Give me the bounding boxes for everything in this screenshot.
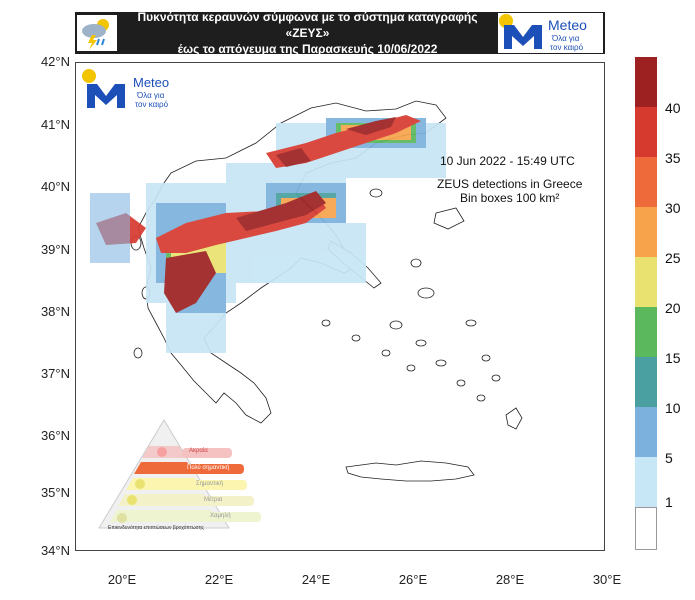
aegean-islands: [130, 188, 501, 402]
lat-label-41: 41°N: [40, 117, 70, 132]
map-title-line-2: Bin boxes 100 km²: [460, 191, 560, 205]
lesvos-island: [433, 207, 465, 230]
lon-label-30: 30°E: [592, 572, 622, 587]
map-logo-tagline-2: τον καιρό: [135, 100, 169, 109]
lon-label-28: 28°E: [495, 572, 525, 587]
colorbar-segment-20: [635, 257, 657, 307]
crete-island: [345, 460, 475, 482]
colorbar-segment-30: [635, 157, 657, 207]
meteo-logo-header: Meteo Όλα για τον καιρό: [498, 13, 603, 53]
lat-label-37: 37°N: [40, 366, 70, 381]
colorbar-segment-40: [635, 57, 657, 107]
rhodes-island: [505, 407, 523, 430]
colorbar-label-10: 10: [665, 400, 681, 416]
lat-label-35: 35°N: [40, 485, 70, 500]
pyramid-caption: Επικινδυνότητα επιπτώσεων βροχόπτωσης: [108, 525, 204, 531]
meteo-logo-map: Meteo Όλα για τον καιρό: [81, 68, 191, 113]
logo-tagline-1: Όλα για: [552, 34, 580, 43]
colorbar-segment-15: [635, 307, 657, 357]
map-canvas: [90, 100, 523, 482]
colorbar-segment-0: [635, 507, 657, 550]
colorbar-label-15: 15: [665, 350, 681, 366]
map-date-text: 10 Jun 2022 - 15:49 UTC: [440, 154, 575, 168]
colorbar-label-40: 40: [665, 100, 681, 116]
colorbar-segment-10: [635, 357, 657, 407]
logo-name: Meteo: [548, 17, 587, 33]
colorbar-label-1: 1: [665, 494, 673, 510]
title-line-1: Πυκνότητα κεραυνών σύμφωνα με το σύστημα…: [137, 10, 478, 40]
lon-label-26: 26°E: [398, 572, 428, 587]
lon-label-22: 22°E: [204, 572, 234, 587]
title-line-2: έως το απόγευμα της Παρασκευής 10/06/202…: [177, 42, 438, 56]
lat-label-39: 39°N: [40, 242, 70, 257]
colorbar-label-5: 5: [665, 450, 673, 466]
colorbar-label-20: 20: [665, 300, 681, 316]
header-banner: Πυκνότητα κεραυνών σύμφωνα με το σύστημα…: [75, 9, 605, 57]
colorbar-label-35: 35: [665, 150, 681, 166]
map-logo-name: Meteo: [133, 75, 170, 90]
logo-tagline-2: τον καιρό: [550, 43, 584, 52]
colorbar-segment-1: [635, 457, 657, 507]
pyramid-level-very-significant: Πολύ σημαντική: [187, 465, 230, 471]
map-title-line-1: ZEUS detections in Greece: [437, 177, 583, 191]
pyramid-level-moderate: Μέτρια: [204, 497, 223, 503]
colorbar-label-25: 25: [665, 250, 681, 266]
colorbar-label-30: 30: [665, 200, 681, 216]
lightning-density-map: Meteo Όλα για τον καιρό Ακραία Πολύ σημα…: [75, 62, 605, 551]
pyramid-level-extreme: Ακραία: [189, 448, 208, 454]
lon-label-24: 24°E: [301, 572, 331, 587]
lat-label-42: 42°N: [40, 54, 70, 69]
lat-label-34: 34°N: [40, 543, 70, 558]
colorbar-segment-5: [635, 407, 657, 457]
warning-pyramid-inset: Ακραία Πολύ σημαντική Σημαντική Μέτρια Χ…: [94, 418, 274, 533]
storm-cloud-icon: [77, 15, 117, 51]
colorbar-segment-25: [635, 207, 657, 257]
map-title: Πυκνότητα κεραυνών σύμφωνα με το σύστημα…: [117, 9, 498, 57]
lat-label-40: 40°N: [40, 179, 70, 194]
pyramid-level-low: Χαμηλή: [210, 513, 231, 519]
lat-label-38: 38°N: [40, 304, 70, 319]
colorbar-segment-35: [635, 107, 657, 157]
lightning-cells: [90, 115, 446, 353]
lat-label-36: 36°N: [40, 428, 70, 443]
pyramid-level-significant: Σημαντική: [196, 481, 224, 487]
map-logo-tagline-1: Όλα για: [137, 91, 165, 100]
lon-label-20: 20°E: [107, 572, 137, 587]
